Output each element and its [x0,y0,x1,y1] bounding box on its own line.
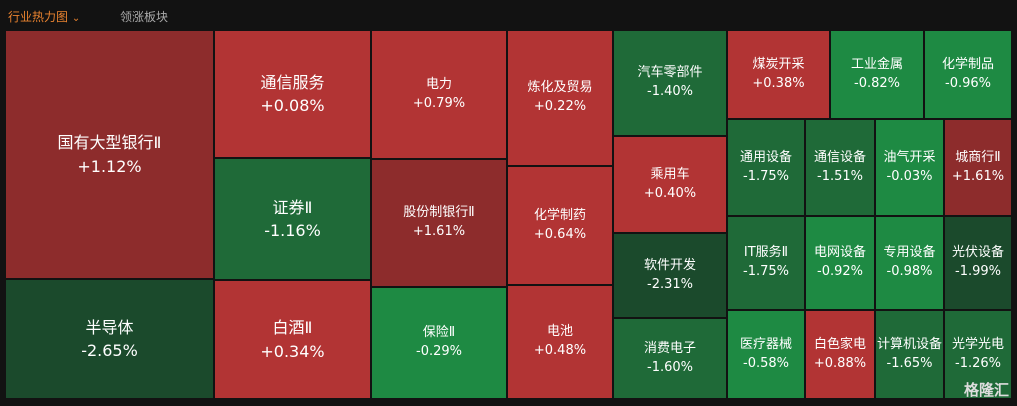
sector-name: 医疗器械 [739,336,792,352]
sector-change: -2.65% [81,341,138,360]
sector-change: -1.60% [647,359,693,375]
sector-name: 通用设备 [739,149,792,165]
sector-change: -2.31% [647,276,693,292]
watermark: 格隆汇 [963,381,1009,399]
tile[interactable]: 电力 +0.79% [371,30,507,159]
tile[interactable]: 保险Ⅱ -0.29% [371,287,507,399]
sector-name: 电池 [546,324,573,340]
sector-change: -1.40% [647,84,693,99]
sector-change: +0.48% [533,343,587,358]
tile[interactable]: 炼化及贸易 +0.22% [507,30,613,166]
sector-name: 消费电子 [643,340,696,356]
sector-name: 计算机设备 [876,336,942,352]
tile[interactable]: 油气开采 -0.03% [875,119,944,216]
sector-name: 城商行Ⅱ [955,149,1001,165]
tile[interactable]: 汽车零部件 -1.40% [613,30,727,136]
sector-name: 软件开发 [643,257,696,273]
sector-change: -0.03% [886,168,933,184]
sector-change: +0.88% [813,355,867,371]
tile[interactable]: 乘用车 +0.40% [613,136,727,233]
tile[interactable]: 软件开发 -2.31% [613,233,727,318]
sector-change: +0.79% [412,95,466,111]
sector-change: -1.16% [264,221,321,240]
sector-name: 专用设备 [883,245,936,261]
sector-name: 证券Ⅱ [272,197,313,217]
sector-name: 化学制药 [533,207,586,223]
tile[interactable]: 城商行Ⅱ +1.61% [944,119,1012,216]
sector-change: -1.51% [817,168,863,184]
sector-change: -1.75% [743,264,789,279]
sector-change: +1.12% [77,156,142,176]
sector-change: -0.98% [886,264,933,279]
sector-change: +0.38% [752,75,805,91]
sector-change: -0.82% [854,75,900,91]
sector-name: 国有大型银行Ⅱ [57,133,162,153]
dropdown-arrow[interactable]: ⌄ [71,13,81,24]
sector-name: 炼化及贸易 [527,80,593,96]
sector-name: 保险Ⅱ [422,325,456,341]
sector-name: 股份制银行Ⅱ [403,205,475,221]
tile[interactable]: 通信设备 -1.51% [805,119,875,216]
sector-name: 乘用车 [650,166,690,182]
sector-change: +0.22% [533,99,587,114]
sector-change: -0.29% [416,344,462,359]
sector-name: 通信设备 [813,149,866,165]
tile[interactable]: 化学制药 +0.64% [507,166,613,285]
sector-change: +1.61% [951,168,1005,184]
tile[interactable]: 工业金属 -0.82% [830,30,924,119]
tile[interactable]: 白酒Ⅱ +0.34% [214,280,371,399]
tile[interactable]: 光伏设备 -1.99% [944,216,1012,310]
tile[interactable]: 煤炭开采 +0.38% [727,30,830,119]
sector-change: -0.92% [817,264,863,279]
tile[interactable]: 半导体 -2.65% [5,279,214,399]
tile[interactable]: 专用设备 -0.98% [875,216,944,310]
sector-name: 光学光电 [951,336,1004,352]
tile[interactable]: 白色家电 +0.88% [805,310,875,399]
sector-change: +0.34% [260,341,325,361]
sector-name: 化学制品 [941,56,994,72]
sector-change: -1.65% [886,355,933,371]
sector-name: 油气开采 [883,149,936,165]
sector-name: 白酒Ⅱ [272,318,313,338]
tile[interactable]: 消费电子 -1.60% [613,318,727,399]
sector-change: +0.40% [643,185,697,201]
sector-change: -0.58% [743,355,789,371]
sector-name: 半导体 [85,317,134,337]
sector-name: 电网设备 [813,245,866,261]
sector-name: 汽车零部件 [637,65,703,81]
sector-change: +0.64% [533,226,587,242]
tile[interactable]: 化学制品 -0.96% [924,30,1012,119]
sector-change: +1.61% [412,224,466,239]
sector-name: 工业金属 [850,56,903,72]
sector-change: +0.08% [260,96,325,115]
tile[interactable]: 通用设备 -1.75% [727,119,805,216]
sector-change: -1.26% [955,355,1001,371]
tile[interactable]: 计算机设备 -1.65% [875,310,944,399]
tile[interactable]: 电网设备 -0.92% [805,216,875,310]
sector-change: -0.96% [945,75,991,91]
tile[interactable]: 电池 +0.48% [507,285,613,399]
sector-name: 白色家电 [813,336,866,352]
tile[interactable]: IT服务Ⅱ -1.75% [727,216,805,310]
sector-name: 通信服务 [260,72,325,92]
sector-name: 电力 [425,76,452,92]
tile[interactable]: 国有大型银行Ⅱ +1.12% [5,30,214,279]
sector-name: 煤炭开采 [752,56,805,72]
tab[interactable]: 行业热力图 ⌄ [8,8,80,25]
tile[interactable]: 医疗器械 -0.58% [727,310,805,399]
sector-change: -1.99% [955,264,1001,279]
sector-name: 光伏设备 [951,245,1004,261]
sector-change: -1.75% [743,168,789,184]
tab[interactable]: 领涨板块 [120,10,169,24]
tile[interactable]: 股份制银行Ⅱ +1.61% [371,159,507,287]
tile[interactable]: 通信服务 +0.08% [214,30,371,158]
tile[interactable]: 证券Ⅱ -1.16% [214,158,371,280]
tile[interactable]: 光学光电 -1.26% [944,310,1012,399]
sector-name: IT服务Ⅱ [743,245,789,261]
tab-label: 行业热力图 [8,10,69,24]
